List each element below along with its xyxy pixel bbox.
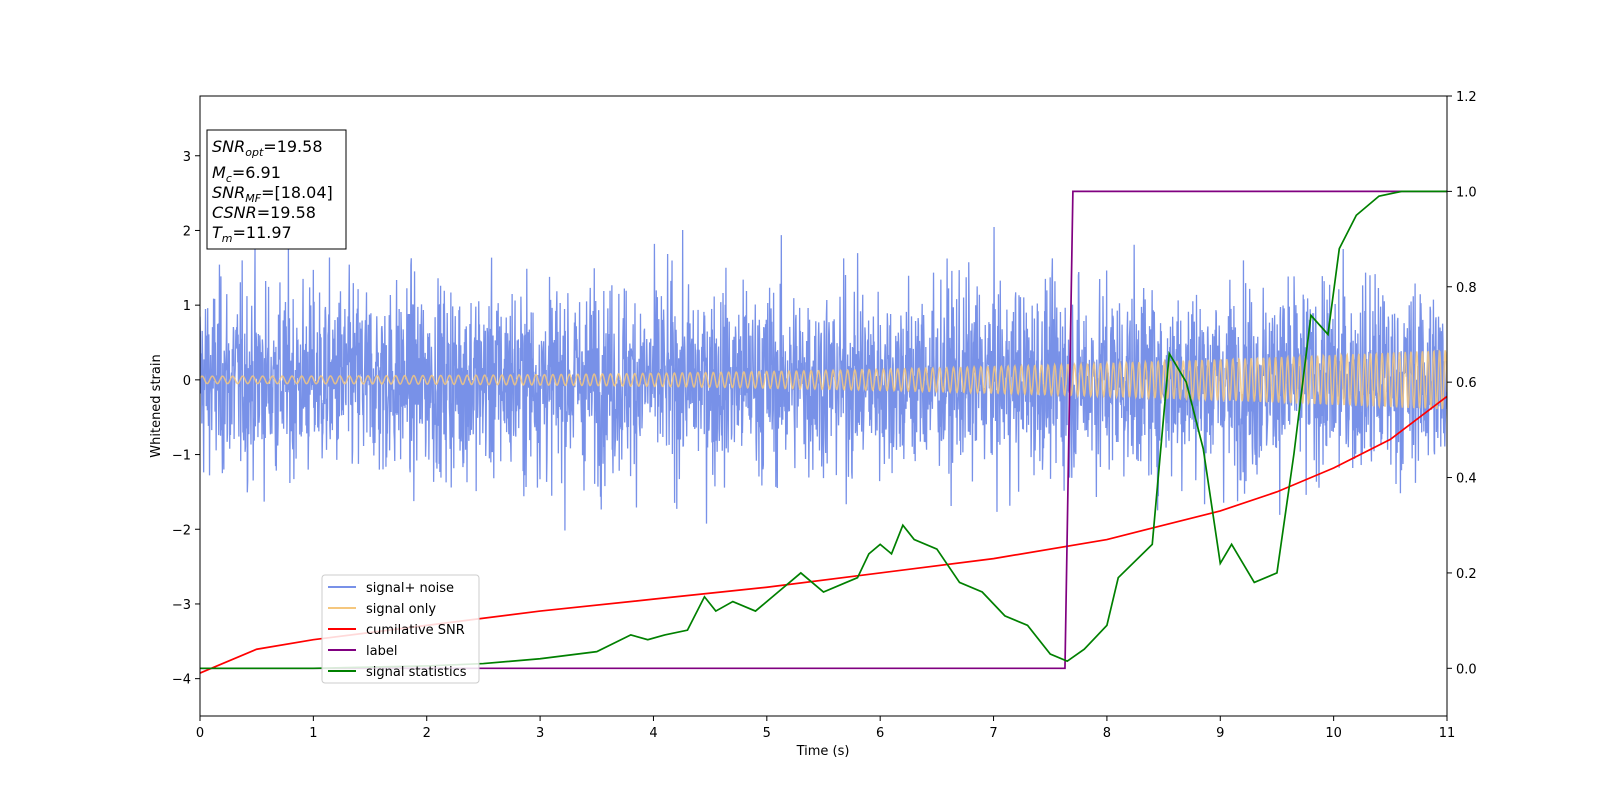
series-label [200,190,1447,670]
y-tick-label: 0 [183,374,191,389]
x-tick-label: 2 [423,726,431,741]
tm-line: Tm=11.97 [212,223,292,245]
legend-label-signal-noise: signal+ noise [366,581,454,596]
y-tick-label: −3 [172,598,191,613]
plot-frame [199,95,1448,717]
x-tick-label: 6 [876,726,884,741]
y-tick-label: −4 [172,673,191,688]
legend: signal+ noise signal only cumilative SNR… [321,574,480,684]
legend-label-cumulative-snr: cumilative SNR [366,623,465,638]
x-tick-label: 10 [1325,726,1342,741]
y-tick-label: −1 [172,449,191,464]
y-tick-label: 3 [183,150,191,165]
series-signal-statistics [200,190,1447,670]
x-tick-label: 3 [536,726,544,741]
y2-tick-label: 1.2 [1456,90,1477,105]
info-box: SNRopt=19.58 Mc=6.91 SNRMF=[18.04] CSNR=… [206,129,347,250]
x-tick-label: 1 [309,726,317,741]
legend-label-signal-statistics: signal statistics [366,665,467,680]
x-tick-label: 0 [196,726,204,741]
y2-tick-label: 0.0 [1456,662,1477,677]
legend-label-signal-only: signal only [366,602,436,617]
x-tick-label: 8 [1103,726,1111,741]
mc-line: Mc=6.91 [212,163,281,185]
x-tick-label: 4 [649,726,657,741]
y-tick-label: −2 [172,523,191,538]
y2-tick-label: 0.2 [1456,567,1477,582]
y2-tick-label: 0.6 [1456,376,1477,391]
snr-opt-line: SNRopt=19.58 [212,137,323,159]
legend-label-label: label [366,644,397,659]
snr-mf-line: SNRMF=[18.04] [212,183,333,205]
y2-tick-label: 1.0 [1456,185,1477,200]
x-tick-label: 9 [1216,726,1224,741]
x-axis-label: Time (s) [796,744,850,759]
csnr-line: CSNR=19.58 [212,203,316,222]
series-signal-only [200,349,1447,410]
y-axis-label: Whitened strain [149,354,164,457]
y2-tick-label: 0.8 [1456,281,1477,296]
y2-tick-label: 0.4 [1456,472,1477,487]
axis-ticks: 0 1 2 3 4 5 6 7 8 9 10 113210−1−2−3−41.21.00.80.60.… [172,90,1477,741]
series-signal-noise [200,226,1447,531]
x-tick-label: 5 [763,726,771,741]
y-tick-label: 2 [183,224,191,239]
x-tick-label: 11 [1439,726,1456,741]
x-tick-label: 7 [989,726,997,741]
y-tick-label: 1 [183,299,191,314]
